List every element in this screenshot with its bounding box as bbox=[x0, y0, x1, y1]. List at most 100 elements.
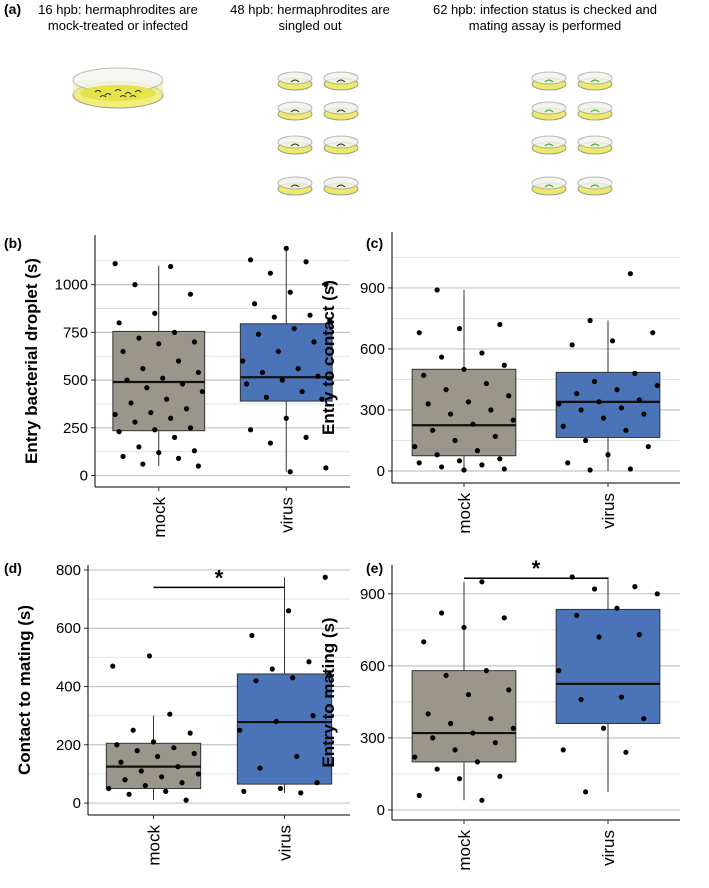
data-point bbox=[163, 788, 169, 794]
data-point bbox=[267, 440, 273, 446]
worm bbox=[336, 184, 346, 188]
data-point bbox=[322, 574, 328, 580]
data-point bbox=[461, 467, 467, 473]
data-point bbox=[488, 407, 494, 413]
data-point bbox=[130, 727, 136, 733]
data-point bbox=[285, 608, 292, 614]
data-point bbox=[167, 711, 173, 717]
data-point bbox=[439, 464, 445, 470]
data-point bbox=[465, 399, 472, 405]
y-axis-title: Contact to mating (s) bbox=[15, 605, 34, 775]
data-point bbox=[277, 785, 284, 792]
data-point bbox=[416, 330, 422, 336]
data-point bbox=[479, 462, 485, 468]
data-point bbox=[303, 259, 309, 265]
data-point bbox=[583, 437, 589, 444]
data-point bbox=[319, 396, 325, 402]
data-point bbox=[306, 659, 312, 665]
data-point bbox=[623, 749, 629, 755]
data-point bbox=[479, 350, 485, 356]
data-point bbox=[650, 330, 656, 336]
data-point bbox=[295, 366, 301, 372]
worm bbox=[590, 143, 600, 147]
data-point bbox=[565, 460, 571, 466]
panel-label: (a) bbox=[4, 1, 21, 17]
data-point bbox=[199, 388, 205, 395]
box bbox=[239, 323, 333, 402]
data-point bbox=[287, 469, 293, 475]
data-point bbox=[263, 394, 270, 400]
box bbox=[555, 608, 661, 724]
data-point bbox=[430, 735, 436, 741]
data-point bbox=[273, 718, 279, 725]
data-point bbox=[311, 339, 317, 345]
worm bbox=[336, 143, 346, 147]
data-point bbox=[614, 605, 620, 611]
data-point bbox=[632, 584, 638, 590]
data-point bbox=[164, 396, 170, 402]
y-tick-label: 0 bbox=[377, 802, 385, 819]
data-point bbox=[290, 675, 296, 681]
dish-lid bbox=[277, 176, 313, 190]
data-point bbox=[279, 377, 285, 383]
y-tick-label: 600 bbox=[360, 658, 385, 675]
data-point bbox=[172, 434, 178, 440]
data-point bbox=[483, 668, 489, 674]
worm bbox=[336, 109, 346, 113]
data-point bbox=[416, 460, 422, 466]
worm bbox=[290, 184, 300, 188]
data-point bbox=[126, 791, 132, 797]
data-point bbox=[492, 740, 498, 746]
data-point bbox=[600, 415, 607, 421]
data-point bbox=[138, 768, 144, 774]
data-point bbox=[240, 358, 246, 364]
worm bbox=[590, 79, 600, 83]
data-point bbox=[614, 387, 620, 393]
data-point bbox=[195, 771, 201, 777]
data-point bbox=[140, 366, 146, 372]
data-point bbox=[150, 739, 157, 745]
data-point bbox=[654, 591, 660, 597]
data-point bbox=[172, 329, 178, 335]
y-tick-label: 0 bbox=[377, 463, 385, 480]
dish-lid bbox=[531, 101, 567, 115]
dish-large bbox=[72, 67, 164, 109]
data-point bbox=[118, 759, 124, 765]
data-point bbox=[179, 780, 185, 786]
data-point bbox=[470, 421, 476, 427]
data-point bbox=[283, 245, 289, 251]
y-tick-label: 200 bbox=[56, 737, 81, 754]
data-point bbox=[237, 727, 243, 733]
data-point bbox=[456, 776, 463, 782]
data-point bbox=[187, 291, 194, 297]
data-point bbox=[497, 321, 503, 328]
y-tick-label: 900 bbox=[360, 586, 385, 603]
data-point bbox=[474, 448, 481, 454]
data-point bbox=[323, 282, 329, 288]
data-point bbox=[474, 759, 481, 765]
data-point bbox=[456, 458, 463, 464]
panel-label: (e) bbox=[366, 560, 383, 576]
data-point bbox=[506, 687, 512, 693]
data-point bbox=[171, 745, 177, 751]
data-point bbox=[492, 433, 498, 440]
y-tick-label: 300 bbox=[360, 730, 385, 747]
dish-lid bbox=[323, 135, 359, 149]
data-point bbox=[175, 455, 182, 461]
x-tick-label: mock bbox=[145, 825, 164, 866]
data-point bbox=[443, 387, 449, 393]
data-point bbox=[259, 369, 266, 376]
data-point bbox=[326, 672, 332, 678]
data-point bbox=[439, 354, 445, 360]
box bbox=[555, 371, 661, 438]
data-point bbox=[271, 314, 277, 320]
data-point bbox=[148, 409, 154, 416]
y-tick-label: 500 bbox=[63, 372, 88, 389]
data-point bbox=[241, 788, 247, 794]
data-point bbox=[168, 415, 174, 421]
data-point bbox=[136, 335, 142, 341]
data-point bbox=[434, 452, 440, 458]
data-point bbox=[175, 764, 181, 770]
data-point bbox=[253, 678, 259, 684]
